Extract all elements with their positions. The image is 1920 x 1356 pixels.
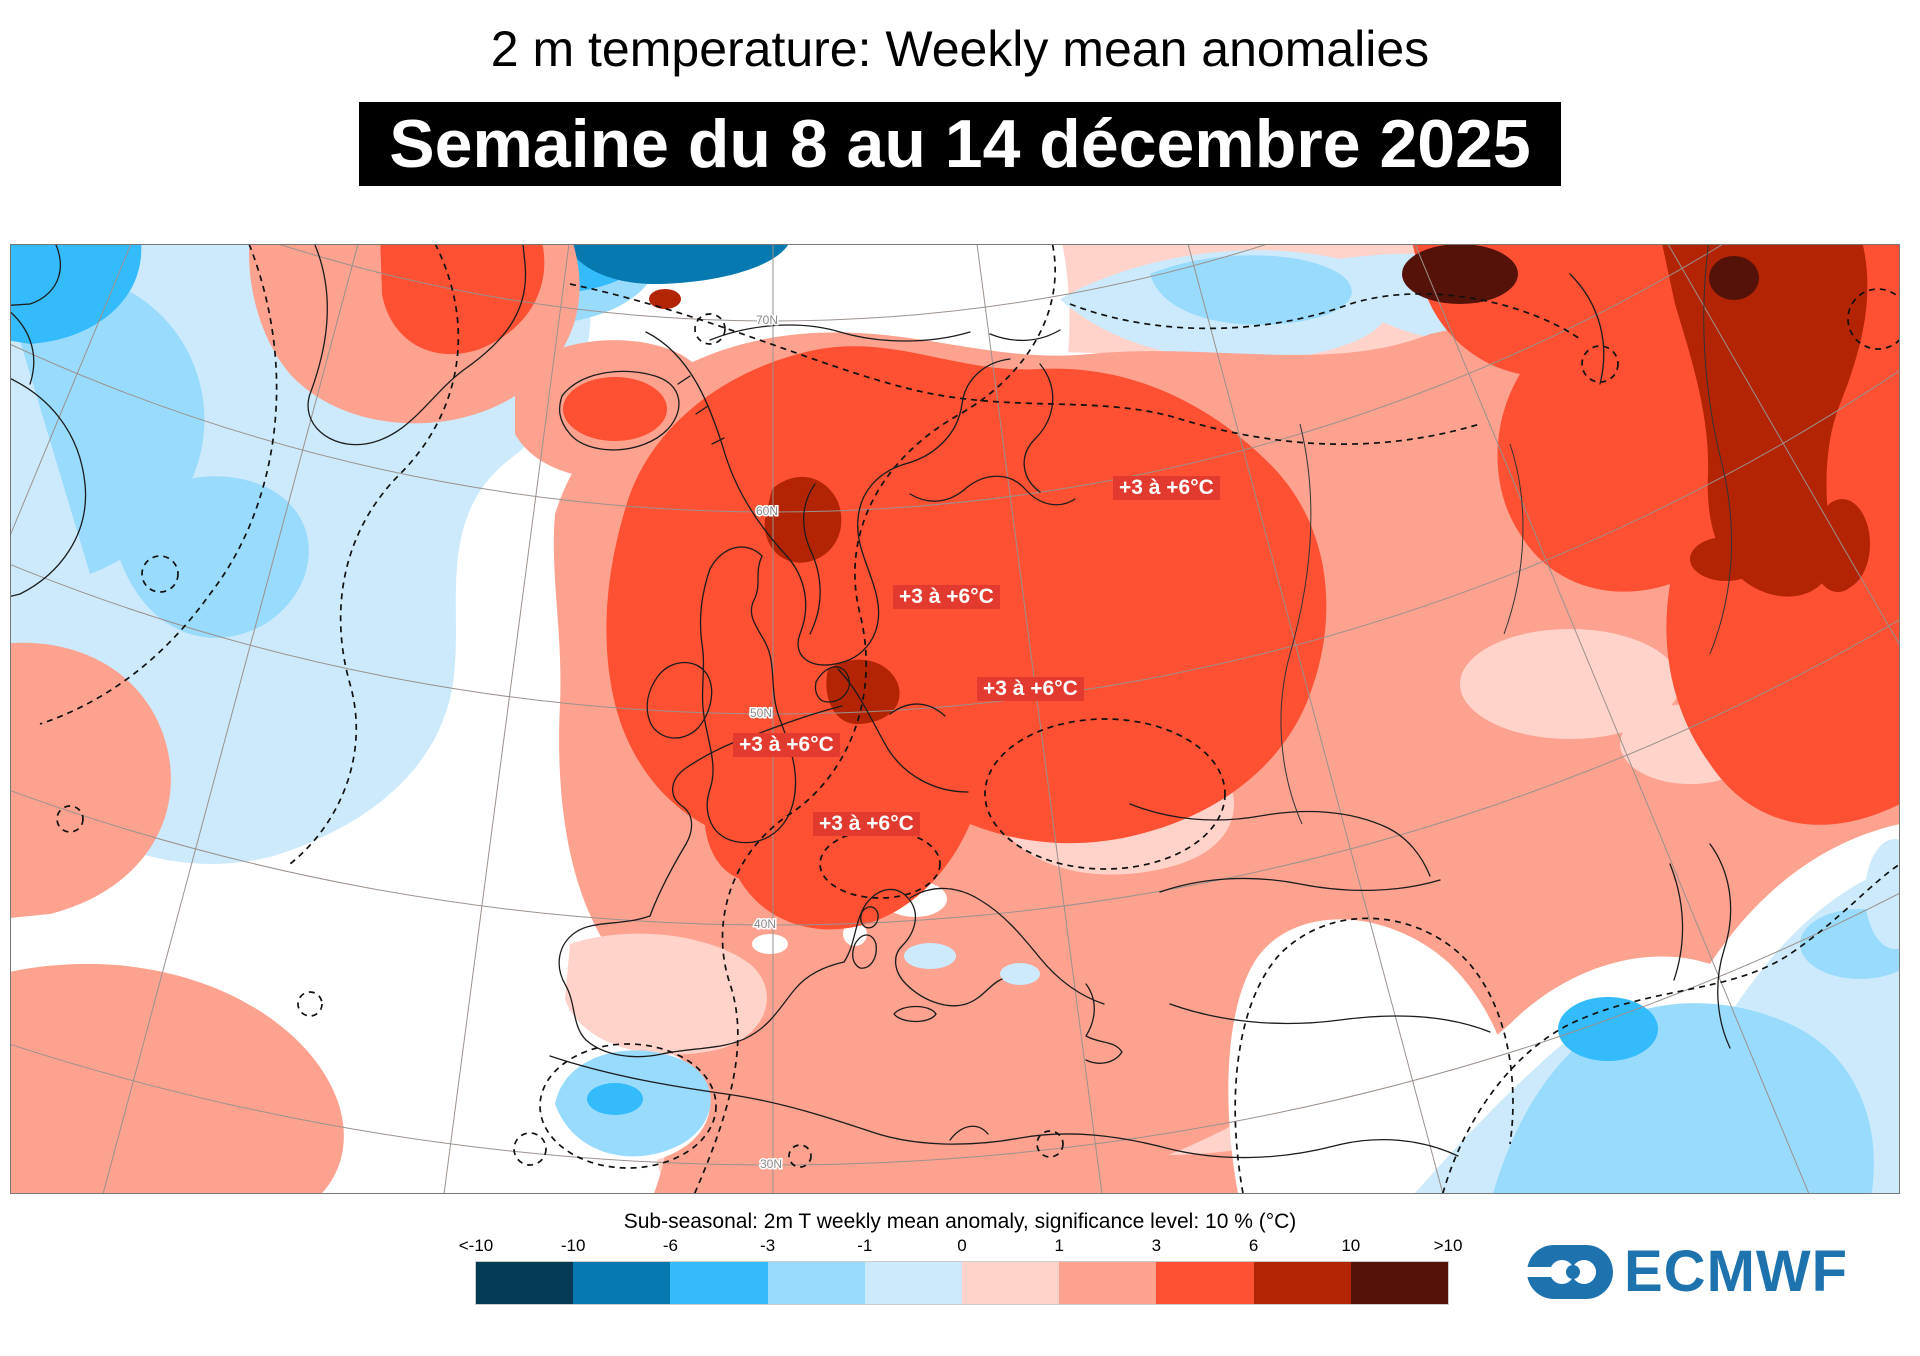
colorbar-cell	[1350, 1262, 1449, 1304]
page-title: 2 m temperature: Weekly mean anomalies	[490, 21, 1430, 77]
significance-contours	[39, 244, 1900, 1194]
colorbar-tick: -10	[560, 1236, 586, 1255]
gridline-label-70n: 70N	[756, 313, 778, 327]
ecmwf-logo-icon	[1526, 1245, 1613, 1299]
week-banner: Semaine du 8 au 14 décembre 2025	[359, 102, 1561, 186]
colorbar-gradient	[475, 1261, 1449, 1305]
banner-wrap: Semaine du 8 au 14 décembre 2025	[0, 102, 1920, 186]
colorbar-cell	[476, 1262, 574, 1304]
colorbar-cell	[670, 1262, 768, 1304]
graticule	[10, 244, 1900, 1194]
colorbar-cell	[962, 1262, 1060, 1304]
anomaly-label-central-europe: +3 à +6°C	[977, 677, 1084, 701]
colorbar-cell	[864, 1262, 963, 1304]
extreme-warm-spots	[1402, 244, 1759, 304]
anomaly-label-south-france: +3 à +6°C	[813, 812, 920, 836]
colorbar: <-10 -10 -6 -3 -1 0 1 3 6 10 >10	[459, 1236, 1462, 1306]
anomaly-map: 70N 60N 50N 40N 30N +3 à +6°C +3 à +6°C …	[10, 244, 1900, 1194]
anomaly-label-north-france: +3 à +6°C	[733, 733, 840, 757]
colorbar-tick: 10	[1341, 1236, 1361, 1255]
anomaly-label-russia: +3 à +6°C	[1113, 476, 1220, 500]
very-warm-regions	[649, 244, 1870, 725]
inland-borders	[1280, 244, 1733, 825]
gridline-label-50n: 50N	[750, 706, 772, 720]
ecmwf-logo-text: ECMWF	[1624, 1239, 1849, 1304]
colorbar-tick: -6	[662, 1236, 678, 1255]
map-border	[10, 244, 1900, 1194]
gridline-label-60n: 60N	[756, 504, 778, 518]
anomaly-label-scandinavia: +3 à +6°C	[893, 585, 1000, 609]
gridline-label-40n: 40N	[754, 917, 776, 931]
colorbar-tick: 3	[1151, 1236, 1162, 1255]
map-svg: 70N 60N 50N 40N 30N	[10, 244, 1900, 1194]
gridline-labels: 70N 60N 50N 40N 30N	[748, 312, 783, 1173]
colorbar-cell	[1156, 1262, 1254, 1304]
southeast-cold-region	[1413, 839, 1900, 1194]
legend-caption: Sub-seasonal: 2m T weekly mean anomaly, …	[623, 1210, 1297, 1233]
map-layers: 70N 60N 50N 40N 30N	[10, 244, 1900, 1194]
colorbar-tick: >10	[1433, 1236, 1463, 1255]
coastlines	[10, 244, 1732, 1159]
colorbar-tick: -3	[760, 1236, 776, 1255]
colorbar-tick: -1	[857, 1236, 873, 1255]
colorbar-cell	[573, 1262, 671, 1304]
colorbar-tick: 0	[957, 1236, 967, 1255]
colorbar-tick: <-10	[458, 1236, 494, 1255]
colorbar-tick: 6	[1248, 1236, 1259, 1255]
gridline-label-30n: 30N	[760, 1157, 782, 1171]
colorbar-cell	[767, 1262, 865, 1304]
morocco-med-cold-spots	[555, 943, 1040, 1157]
colorbar-tick: 1	[1054, 1236, 1064, 1255]
colorbar-cell	[1253, 1262, 1351, 1304]
colorbar-cell	[1059, 1262, 1157, 1304]
ecmwf-logo: ECMWF	[1526, 1240, 1848, 1304]
